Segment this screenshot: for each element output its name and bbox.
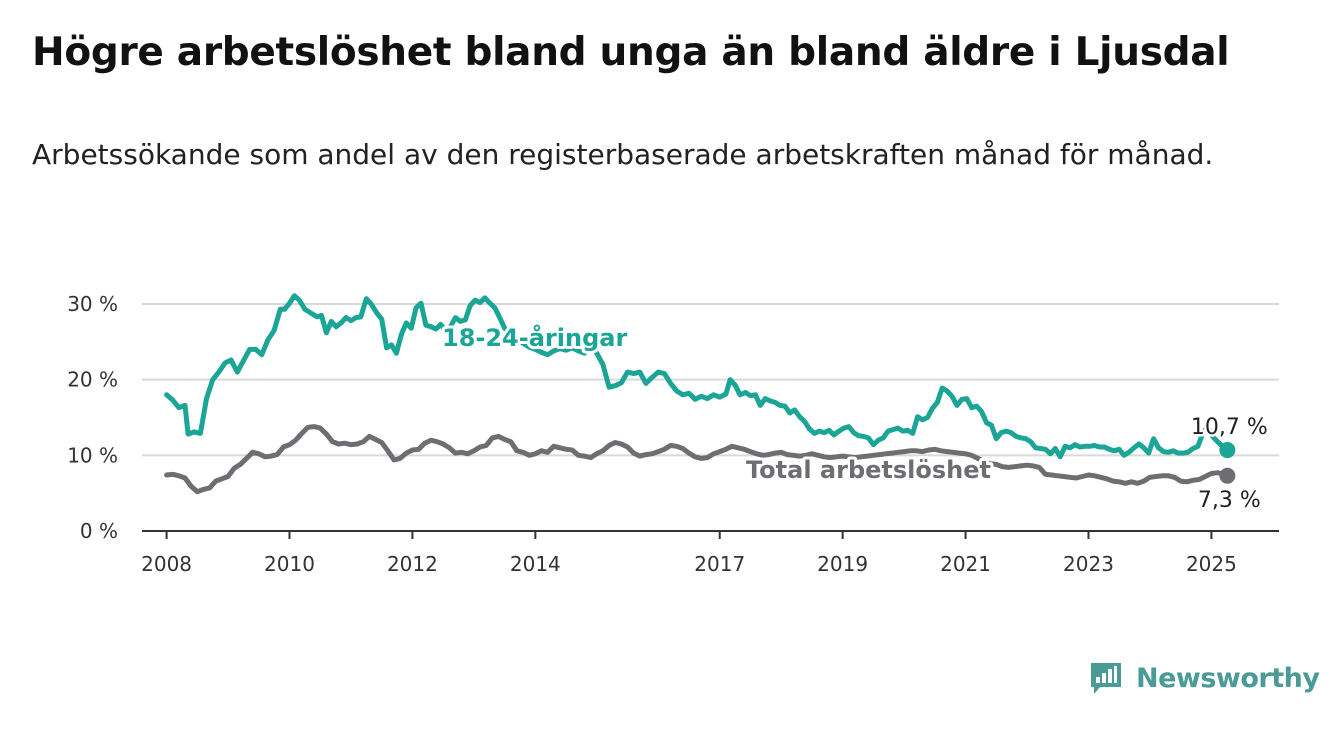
x-tick-label: 2025: [1186, 552, 1237, 576]
x-tick-label: 2023: [1063, 552, 1114, 576]
youth-series-line: [164, 293, 1230, 460]
x-tick-label: 2014: [510, 552, 561, 576]
x-tick-label: 2012: [387, 552, 438, 576]
y-tick-label: 10 %: [67, 443, 118, 467]
total-end-point: [1219, 467, 1236, 484]
y-tick-label: 20 %: [67, 368, 118, 392]
x-tick-label: 2017: [694, 552, 745, 576]
youth-series-label: 18-24-åringar: [442, 323, 627, 352]
gridlines: [142, 303, 1279, 457]
total-series-label: Total arbetslöshet: [746, 456, 991, 484]
series-labels: 18-24-åringar 10,7 % Total arbetslöshet 7,3…: [439, 320, 1270, 515]
youth-end-point: [1219, 442, 1236, 459]
total-series-line: [164, 424, 1230, 495]
x-axis: 2008 2010 2012 2014 2017 2019 2021 2023 2025: [141, 530, 1279, 576]
chart-subtitle: Arbetssökande som andel av den registerb…: [32, 138, 1214, 171]
x-tick-label: 2010: [264, 552, 315, 576]
youth-end-label: 10,7 %: [1191, 415, 1268, 440]
y-axis: 0 % 10 % 20 % 30 %: [67, 292, 118, 543]
newsworthy-brand: Newsworthy: [1088, 660, 1320, 696]
x-tick-label: 2021: [940, 552, 991, 576]
brand-name: Newsworthy: [1136, 662, 1320, 694]
total-end-label: 7,3 %: [1198, 488, 1261, 513]
series-lines: [164, 293, 1236, 495]
x-tick-label: 2019: [817, 552, 868, 576]
x-tick-label: 2008: [141, 552, 192, 576]
newsworthy-logo-icon: [1091, 663, 1121, 694]
y-tick-label: 30 %: [67, 292, 118, 316]
chart-title: Högre arbetslöshet bland unga än bland ä…: [32, 30, 1230, 75]
y-tick-label: 0 %: [80, 519, 118, 543]
